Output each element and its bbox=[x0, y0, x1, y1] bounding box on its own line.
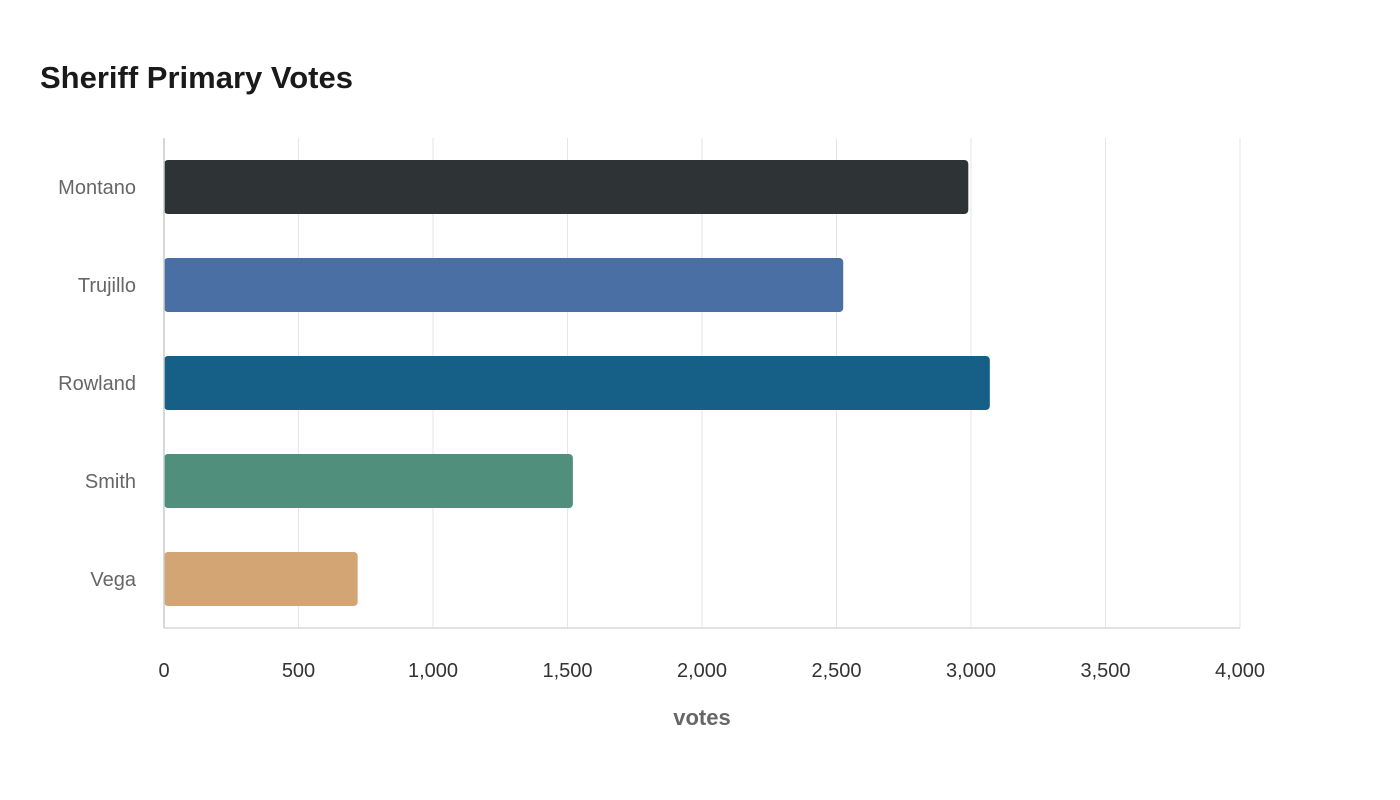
x-tick-label: 500 bbox=[282, 660, 315, 682]
x-tick-label: 2,000 bbox=[677, 660, 727, 682]
bar-trujillo bbox=[164, 258, 844, 312]
bar-montano bbox=[164, 160, 969, 214]
bars bbox=[164, 160, 990, 606]
x-tick-label: 3,000 bbox=[946, 660, 996, 682]
y-category-label: Montano bbox=[58, 177, 136, 199]
y-category-label: Rowland bbox=[58, 373, 136, 395]
y-category-label: Vega bbox=[90, 569, 136, 591]
bar-smith bbox=[164, 454, 573, 508]
x-tick-label: 1,500 bbox=[542, 660, 592, 682]
labels: 0 500 1,000 1,500 2,000 2,500 3,000 3,500 4,000 M… bbox=[58, 177, 1265, 682]
x-axis-title: votes bbox=[673, 705, 730, 730]
bar-vega bbox=[164, 552, 358, 606]
bar-rowland bbox=[164, 356, 990, 410]
x-tick-label: 2,500 bbox=[811, 660, 861, 682]
y-category-label: Smith bbox=[85, 471, 136, 493]
axes bbox=[163, 138, 1240, 629]
x-tick-label: 3,500 bbox=[1080, 660, 1130, 682]
x-tick-label: 4,000 bbox=[1215, 660, 1265, 682]
y-category-label: Trujillo bbox=[78, 275, 136, 297]
x-tick-label: 1,000 bbox=[408, 660, 458, 682]
x-tick-label: 0 bbox=[158, 660, 169, 682]
chart-title: Sheriff Primary Votes bbox=[40, 60, 353, 95]
